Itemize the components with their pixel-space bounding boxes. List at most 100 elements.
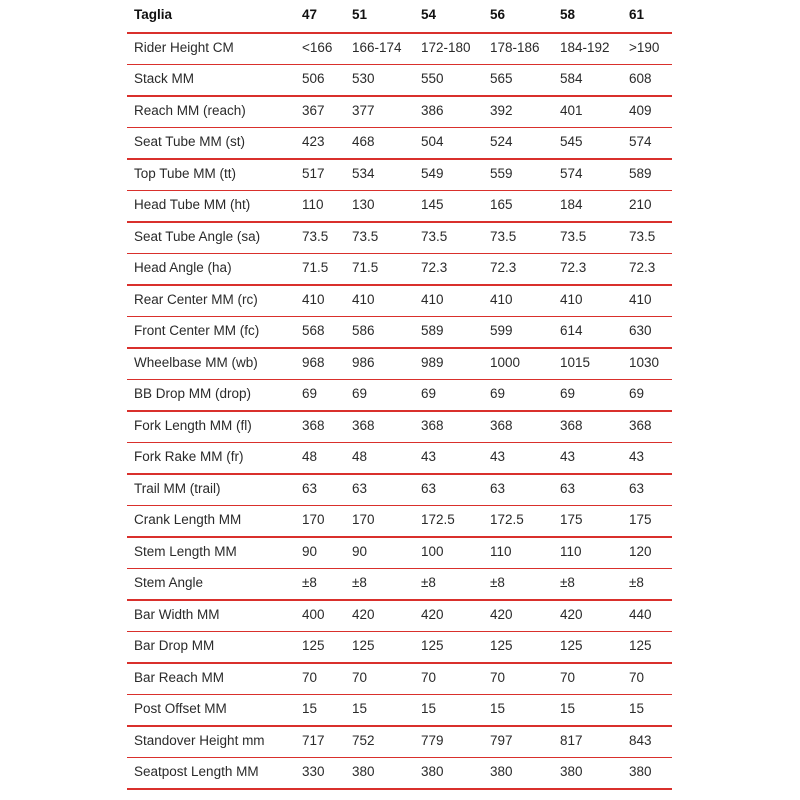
value-cell: 589 [421, 323, 444, 339]
value-cell: 69 [421, 386, 437, 402]
value-cell: 367 [302, 102, 325, 118]
row-label: Bar Drop MM [134, 638, 215, 654]
row-label: Rider Height CM [134, 39, 234, 55]
row-rule [127, 536, 672, 538]
row-rule [127, 189, 672, 191]
header-cell: 56 [490, 7, 506, 22]
value-cell: 69 [629, 386, 645, 402]
value-cell: 15 [490, 701, 506, 717]
value-cell: 70 [302, 669, 318, 685]
value-cell: 210 [629, 197, 652, 213]
value-cell: 368 [352, 417, 375, 433]
value-cell: 15 [560, 701, 576, 717]
value-cell: 71.5 [352, 260, 379, 276]
row-rule [127, 32, 672, 34]
row-label: BB Drop MM (drop) [134, 386, 252, 402]
value-cell: 110 [302, 197, 324, 213]
value-cell: 175 [629, 512, 652, 528]
value-cell: 125 [352, 638, 375, 654]
value-cell: 70 [629, 669, 645, 685]
row-label: Stack MM [134, 71, 195, 87]
value-cell: 559 [490, 165, 513, 181]
row-rule [127, 756, 672, 758]
row-rule [127, 567, 672, 569]
value-cell: 386 [421, 102, 444, 118]
row-label: Crank Length MM [134, 512, 242, 528]
value-cell: 968 [302, 354, 325, 370]
value-cell: 90 [352, 543, 368, 559]
value-cell: 368 [302, 417, 325, 433]
value-cell: 15 [421, 701, 437, 717]
row-rule [127, 126, 672, 128]
value-cell: 420 [421, 606, 444, 622]
value-cell: 172-180 [421, 39, 471, 55]
value-cell: 172.5 [490, 512, 524, 528]
value-cell: 130 [352, 197, 375, 213]
value-cell: 43 [629, 449, 645, 465]
value-cell: 48 [302, 449, 318, 465]
row-rule [127, 662, 672, 664]
row-label: Front Center MM (fc) [134, 323, 260, 339]
value-cell: 368 [629, 417, 652, 433]
value-cell: 70 [421, 669, 437, 685]
value-cell: ±8 [629, 575, 644, 591]
row-rule [127, 378, 672, 380]
value-cell: 549 [421, 165, 444, 181]
value-cell: 73.5 [421, 228, 448, 244]
row-label: Seatpost Length MM [134, 764, 259, 780]
header-cell: 58 [560, 7, 576, 22]
value-cell: 184 [560, 197, 583, 213]
value-cell: 48 [352, 449, 368, 465]
value-cell: 410 [560, 291, 583, 307]
value-cell: 545 [560, 134, 583, 150]
value-cell: 63 [560, 480, 576, 496]
value-cell: 420 [560, 606, 583, 622]
value-cell: 574 [560, 165, 583, 181]
value-cell: 70 [560, 669, 576, 685]
value-cell: 175 [560, 512, 583, 528]
value-cell: 63 [490, 480, 506, 496]
value-cell: 73.5 [490, 228, 517, 244]
value-cell: 517 [302, 165, 325, 181]
value-cell: 72.3 [629, 260, 656, 276]
value-cell: 797 [490, 732, 513, 748]
value-cell: 410 [302, 291, 325, 307]
value-cell: 72.3 [490, 260, 517, 276]
value-cell: 70 [352, 669, 368, 685]
row-rule [127, 441, 672, 443]
row-label: Stem Length MM [134, 543, 237, 559]
value-cell: 63 [352, 480, 368, 496]
value-cell: 410 [352, 291, 375, 307]
value-cell: 630 [629, 323, 652, 339]
value-cell: 170 [352, 512, 375, 528]
value-cell: 172.5 [421, 512, 455, 528]
value-cell: 73.5 [629, 228, 656, 244]
header-cell: 61 [629, 7, 645, 22]
row-rule [127, 725, 672, 727]
value-cell: 410 [421, 291, 444, 307]
value-cell: 70 [490, 669, 506, 685]
value-cell: ±8 [302, 575, 317, 591]
header-cell: Taglia [134, 7, 173, 22]
value-cell: 110 [560, 543, 582, 559]
value-cell: 392 [490, 102, 513, 118]
row-label: Seat Tube MM (st) [134, 134, 246, 150]
row-label: Seat Tube Angle (sa) [134, 228, 261, 244]
row-rule [127, 158, 672, 160]
row-rule [127, 347, 672, 349]
value-cell: 574 [629, 134, 652, 150]
value-cell: <166 [302, 39, 333, 55]
value-cell: 72.3 [560, 260, 587, 276]
header-cell: 54 [421, 7, 437, 22]
value-cell: 400 [302, 606, 325, 622]
row-label: Reach MM (reach) [134, 102, 246, 118]
value-cell: 565 [490, 71, 513, 87]
value-cell: 380 [629, 764, 652, 780]
value-cell: 63 [629, 480, 645, 496]
value-cell: 599 [490, 323, 513, 339]
value-cell: 73.5 [352, 228, 379, 244]
value-cell: 330 [302, 764, 325, 780]
row-rule [127, 473, 672, 475]
value-cell: 1015 [560, 354, 591, 370]
row-label: Trail MM (trail) [134, 480, 221, 496]
